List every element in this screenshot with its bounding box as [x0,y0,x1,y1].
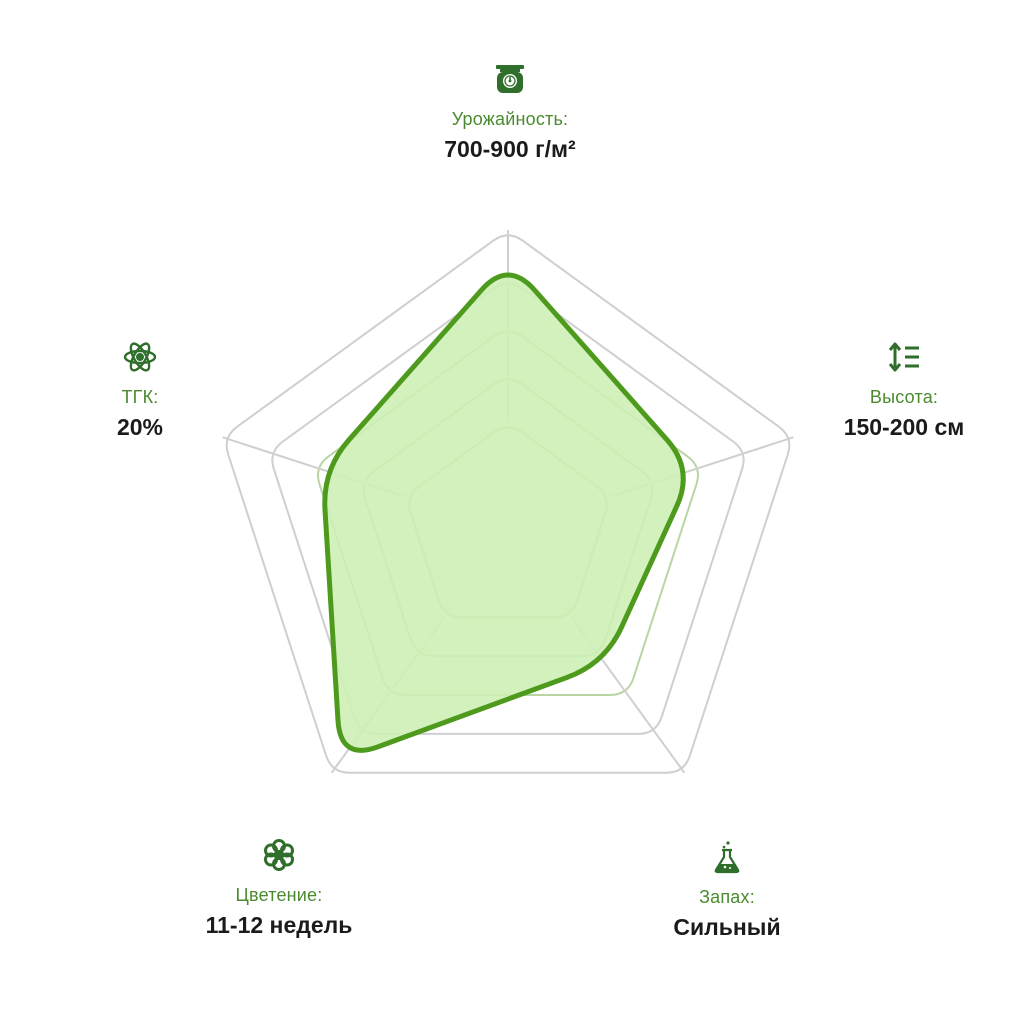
data-area [322,272,686,753]
axis-value: Сильный [673,914,781,940]
flower-icon [264,839,294,871]
axis-label: Цветение: [235,885,323,905]
axis-yield: Урожайность: 700-900 г/м² [360,62,660,162]
axis-label: Урожайность: [451,109,569,129]
flask-icon [714,841,740,874]
axis-value: 150-200 см [843,414,965,440]
axis-thc: ТГК: 20% [0,340,290,440]
grid-ring [225,234,791,774]
axis-label: Запах: [699,887,755,907]
axis-label: ТГК: [121,387,159,407]
axis-label: Высота: [869,387,939,407]
axis-value: 700-900 г/м² [444,136,576,162]
axis-height: Высота: 150-200 см [754,340,1020,440]
axis-smell: Запах: Сильный [577,840,877,940]
axis-value: 11-12 недель [205,912,353,938]
height-arrows-icon [888,342,919,372]
axis-flowering: Цветение: 11-12 недель [129,838,429,938]
atom-icon [123,342,157,372]
scale-icon [496,65,524,93]
axis-value: 20% [116,414,164,440]
